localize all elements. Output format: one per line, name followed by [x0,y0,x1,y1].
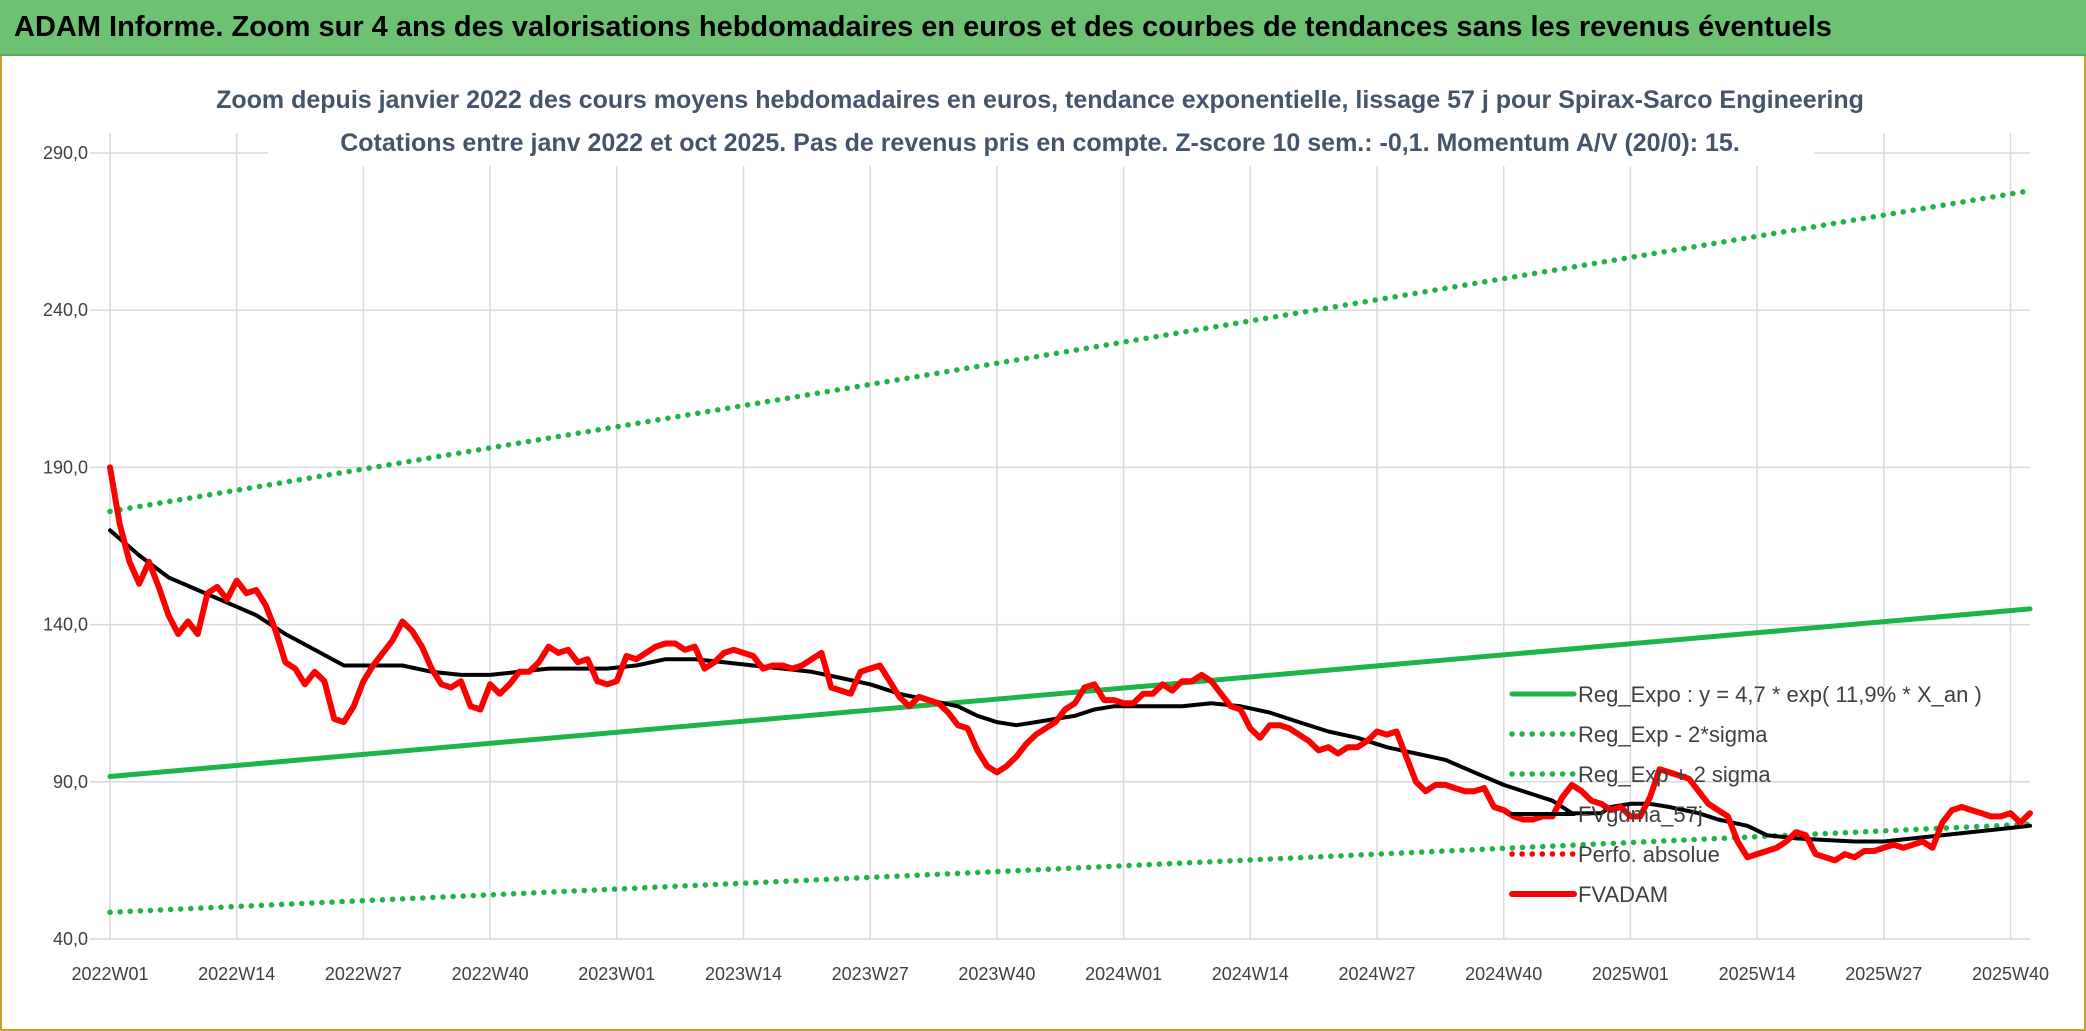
y-tick-label: 90,0 [53,772,88,792]
x-tick-label: 2025W01 [1592,964,1669,984]
x-tick-label: 2025W27 [1845,964,1922,984]
legend-label: FVgdma_57j [1578,802,1703,827]
x-tick-label: 2022W27 [325,964,402,984]
x-tick-label: 2023W01 [578,964,655,984]
y-tick-label: 40,0 [53,929,88,949]
series-line-2 [107,821,2033,916]
series-line-4 [108,528,2032,844]
legend-label: Reg_Exp - 2*sigma [1578,722,1768,747]
x-axis-ticks: 2022W01 2022W14 2022W27 2022W40 2023W01 2023W… [71,964,2049,984]
x-tick-label: 2022W01 [71,964,148,984]
x-tick-label: 2022W14 [198,964,275,984]
title-backdrop [268,84,1814,166]
x-tick-label: 2025W14 [1719,964,1796,984]
legend: Reg_Expo : y = 4,7 * exp( 11,9% * X_an )… [1509,682,1982,907]
x-tick-label: 2025W40 [1972,964,2049,984]
x-tick-label: 2023W14 [705,964,782,984]
legend-label: FVADAM [1578,882,1668,907]
x-tick-label: 2024W01 [1085,964,1162,984]
y-tick-label: 190,0 [43,457,88,477]
legend-label: Reg_Expo : y = 4,7 * exp( 11,9% * X_an ) [1578,682,1982,707]
x-tick-label: 2024W27 [1338,964,1415,984]
series-lines [107,187,2033,916]
y-tick-label: 240,0 [43,300,88,320]
legend-label: Reg_Exp + 2 sigma [1578,762,1771,787]
x-tick-label: 2023W27 [832,964,909,984]
x-tick-label: 2023W40 [958,964,1035,984]
y-axis-ticks: 40,0 90,0 140,0 190,0 240,0 290,0 [43,143,88,949]
report-banner: ADAM Informe. Zoom sur 4 ans des valoris… [0,0,2086,56]
y-tick-label: 140,0 [43,615,88,635]
gridlines [90,84,2030,940]
x-tick-label: 2022W40 [452,964,529,984]
chart-background [10,60,2076,1025]
series-line-1 [107,606,2033,779]
x-tick-label: 2024W14 [1212,964,1289,984]
series-line-3 [107,187,2033,515]
y-tick-label: 290,0 [43,143,88,163]
x-tick-label: 2024W40 [1465,964,1542,984]
legend-label: Perfo. absolue [1578,842,1720,867]
series-line-6 [107,464,2033,864]
chart-subtitle: Cotations entre janv 2022 et oct 2025. P… [340,129,1740,157]
chart-title: Zoom depuis janvier 2022 des cours moyen… [216,86,1864,114]
